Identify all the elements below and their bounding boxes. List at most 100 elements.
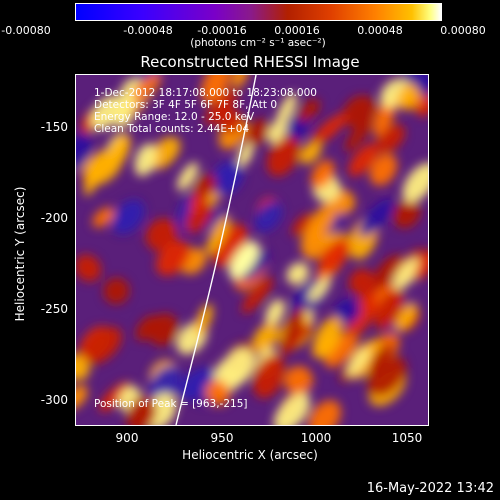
colorbar-tick: -0.00080 — [1, 24, 51, 37]
image-blob — [358, 199, 394, 237]
plot-title: Reconstructed RHESSI Image — [140, 53, 360, 71]
image-blob — [195, 173, 217, 197]
image-blob — [281, 306, 306, 349]
y-tick-label: -300 — [40, 393, 68, 407]
image-blob — [210, 161, 244, 196]
image-blob — [245, 118, 269, 148]
image-blob — [311, 112, 348, 146]
image-blob — [266, 135, 300, 177]
y-tick-label: -150 — [40, 120, 68, 134]
y-axis-label: Heliocentric Y (arcsec) — [13, 186, 27, 322]
image-blob — [84, 154, 105, 196]
image-blob — [334, 298, 361, 325]
image-blob — [83, 327, 122, 364]
image-blob — [90, 95, 123, 131]
image-blob — [402, 162, 428, 203]
image-blob — [286, 262, 310, 285]
image-blob — [299, 140, 322, 165]
info-detectors: Detectors: 3F 4F 5F 6F 7F 8F, Att 0 — [94, 99, 278, 111]
image-blob — [194, 303, 213, 336]
image-blob — [291, 213, 313, 236]
peak-position-label: Position of Peak = [963,-215] — [94, 398, 248, 410]
info-clean-counts: Clean Total counts: 2.44E+04 — [94, 123, 250, 135]
info-time-range: 1-Dec-2012 18:17:08.000 to 18:23:08.000 — [94, 87, 317, 99]
info-energy-range: Energy Range: 12.0 - 25.0 keV — [94, 111, 255, 123]
image-blob — [149, 365, 182, 402]
image-blob — [99, 381, 131, 412]
image-blob — [348, 268, 375, 296]
image-blob — [348, 143, 379, 177]
image-blob — [297, 99, 320, 123]
image-blob — [134, 143, 157, 177]
image-blob — [92, 207, 115, 228]
image-blob — [310, 159, 335, 189]
image-blob — [252, 322, 279, 353]
image-blob — [177, 162, 199, 191]
image-blob — [305, 201, 337, 244]
colorbar — [75, 3, 442, 21]
image-blob — [414, 249, 428, 280]
image-blob — [265, 299, 285, 327]
x-tick-label: 1050 — [391, 431, 423, 445]
x-tick-label: 950 — [210, 431, 234, 445]
image-blob — [112, 199, 145, 235]
x-axis-label: Heliocentric X (arcsec) — [182, 448, 318, 462]
colorbar-tick: 0.00080 — [440, 24, 486, 37]
image-blob — [374, 288, 405, 330]
image-blob — [135, 315, 159, 341]
image-blob — [76, 354, 90, 381]
image-blob — [307, 277, 332, 302]
colorbar-tick: 0.00016 — [274, 24, 320, 37]
image-blob — [273, 393, 311, 425]
plot-area: 1-Dec-2012 18:17:08.000 to 18:23:08.000 … — [75, 74, 429, 426]
image-blob — [231, 75, 249, 88]
image-blob — [216, 107, 243, 134]
image-blob — [132, 75, 162, 100]
image-blob — [145, 218, 178, 251]
image-blob — [76, 254, 101, 282]
colorbar-unit-label: (photons cm⁻² s⁻¹ asec⁻²) — [190, 37, 326, 49]
image-blob — [369, 153, 398, 186]
image-blob — [76, 385, 88, 410]
image-blob — [254, 201, 283, 232]
image-blob — [253, 354, 285, 399]
image-blob — [205, 380, 231, 406]
image-blob — [346, 292, 377, 336]
colorbar-tick: -0.00016 — [197, 24, 247, 37]
image-blob — [346, 347, 370, 377]
image-blob — [393, 199, 421, 228]
timestamp: 16-May-2022 13:42 — [366, 481, 494, 496]
image-blob — [204, 89, 239, 125]
image-blob — [344, 118, 373, 152]
colorbar-tick: 0.00048 — [357, 24, 403, 37]
y-tick-label: -200 — [40, 211, 68, 225]
image-blob — [275, 92, 297, 128]
image-blob — [368, 343, 393, 376]
rhessi-image — [76, 75, 428, 425]
image-blob — [156, 240, 191, 276]
image-blob — [126, 396, 157, 425]
image-blob — [105, 134, 131, 171]
y-tick-label: -250 — [40, 302, 68, 316]
image-blob — [103, 277, 130, 304]
image-blob — [308, 400, 341, 425]
image-blob — [395, 302, 418, 332]
image-blob — [392, 257, 420, 291]
image-peak-blob — [228, 241, 260, 279]
image-blob — [201, 75, 231, 104]
image-blob — [373, 254, 403, 287]
x-tick-label: 1000 — [300, 431, 332, 445]
image-blob — [267, 119, 287, 144]
colorbar-tick: -0.00048 — [123, 24, 173, 37]
image-blob — [222, 347, 256, 385]
image-blob — [148, 136, 181, 170]
image-blob — [396, 82, 418, 109]
x-tick-label: 900 — [115, 431, 139, 445]
image-blob — [318, 237, 351, 273]
image-blob — [76, 132, 92, 171]
image-blob — [119, 77, 142, 110]
image-blob — [284, 365, 313, 395]
image-blob — [313, 316, 343, 359]
solar-limb-curve — [175, 75, 257, 425]
image-blob — [204, 209, 228, 233]
